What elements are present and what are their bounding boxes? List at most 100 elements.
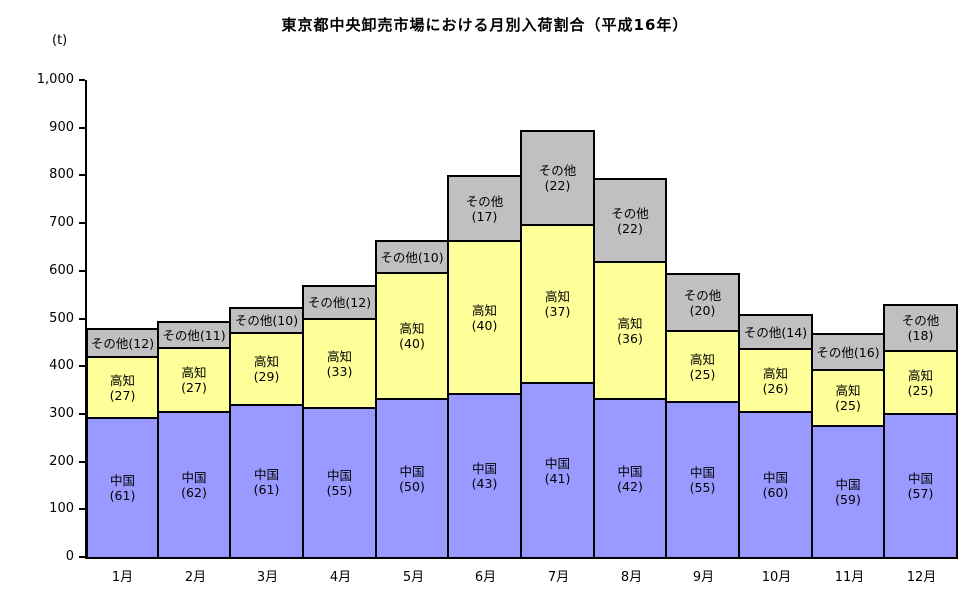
bar-segment-value: (17) [471, 208, 498, 224]
bar-segment-label: その他(16) [816, 344, 880, 360]
bar-segment-高知-4月: 高知 (33) [302, 318, 377, 409]
bar-segment-value: (20) [689, 302, 716, 318]
y-tick-label: 1,000 [36, 72, 74, 87]
bar-segment-value: (43) [471, 476, 498, 491]
bar-segment-value: (55) [689, 480, 716, 495]
bar-segment-value: (41) [544, 470, 571, 486]
bar-segment-label: その他 [611, 205, 649, 221]
bar-segment-value: (40) [399, 336, 425, 351]
bar-segment-中国-10月: 中国 (60) [738, 411, 813, 559]
bar-segment-その他-8月: その他 (22) [593, 178, 667, 263]
y-tick-label: 700 [49, 215, 74, 230]
bar-segment-label: 中国 [762, 470, 788, 485]
y-tick-label: 800 [49, 167, 74, 182]
bar-segment-中国-6月: 中国 (43) [447, 393, 522, 559]
bar-segment-label: 中国 [181, 470, 207, 485]
bar-segment-label: その他 [683, 287, 722, 303]
y-tick-mark [79, 413, 85, 415]
bar-segment-value: (61) [109, 488, 136, 503]
bar-segment-label: 中国 [835, 477, 861, 492]
bar-segment-value: (18) [907, 328, 934, 343]
bar-segment-value: (26) [762, 380, 789, 396]
x-category-label: 6月 [474, 570, 497, 585]
bar-segment-中国-9月: 中国 (55) [665, 401, 740, 559]
bar-segment-value: (40) [471, 317, 498, 333]
y-tick-mark [79, 461, 85, 463]
x-category-label: 5月 [402, 570, 425, 585]
bar-segment-label: 中国 [689, 465, 715, 480]
bar-segment-value: (36) [617, 330, 643, 346]
bar-segment-label: 中国 [544, 455, 570, 471]
bar-segment-高知-5月: 高知 (40) [375, 272, 449, 400]
bar-segment-label: 高知 [181, 365, 207, 380]
y-axis-unit-label: (t) [52, 33, 68, 48]
bar-segment-value: (37) [544, 304, 571, 319]
bar-segment-高知-6月: 高知 (40) [447, 240, 522, 395]
bar-segment-label: 中国 [109, 473, 135, 488]
bar-segment-label: その他(10) [380, 249, 444, 265]
bar-segment-label: 高知 [399, 321, 425, 336]
bar-segment-高知-12月: 高知 (25) [883, 350, 958, 415]
x-category-label: 8月 [620, 570, 643, 585]
bar-segment-label: 高知 [762, 365, 788, 381]
bar-segment-中国-4月: 中国 (55) [302, 407, 377, 559]
bar-segment-高知-1月: 高知 (27) [86, 356, 159, 419]
bar-segment-その他-10月: その他(14) [738, 314, 813, 350]
y-tick-mark [79, 127, 85, 129]
y-tick-label: 300 [49, 406, 74, 421]
chart-title: 東京都中央卸売市場における月別入荷割合（平成16年） [281, 16, 689, 34]
bar-segment-label: 中国 [253, 466, 279, 482]
y-tick-mark [79, 365, 85, 367]
bar-segment-label: その他(14) [743, 324, 808, 340]
bar-segment-value: (22) [544, 178, 571, 193]
bar-segment-中国-11月: 中国 (59) [811, 425, 885, 559]
y-tick-mark [79, 222, 85, 224]
bar-segment-value: (25) [835, 398, 861, 413]
bar-segment-value: (33) [326, 363, 353, 379]
y-tick-mark [79, 318, 85, 320]
bar-segment-label: 高知 [835, 383, 861, 398]
bar-segment-label: その他(11) [162, 327, 226, 343]
x-category-label: 10月 [761, 570, 792, 585]
bar-segment-label: 高知 [326, 348, 352, 364]
bar-segment-中国-7月: 中国 (41) [520, 382, 595, 559]
bar-segment-value: (25) [907, 382, 934, 398]
x-category-label: 1月 [111, 570, 134, 585]
bar-segment-label: 高知 [471, 302, 497, 318]
x-category-label: 9月 [692, 570, 715, 585]
bar-segment-中国-8月: 中国 (42) [593, 398, 667, 559]
bar-segment-その他-6月: その他 (17) [447, 175, 522, 242]
y-tick-mark [79, 556, 85, 558]
bar-segment-その他-1月: その他(12) [86, 328, 159, 358]
bar-segment-中国-1月: 中国 (61) [86, 417, 159, 559]
bar-segment-value: (27) [109, 387, 136, 403]
bar-segment-その他-5月: その他(10) [375, 240, 449, 274]
bar-segment-value: (59) [835, 492, 861, 507]
y-tick-mark [79, 508, 85, 510]
bar-segment-その他-4月: その他(12) [302, 285, 377, 320]
bar-segment-value: (60) [762, 485, 789, 500]
bar-segment-高知-8月: 高知 (36) [593, 261, 667, 400]
bar-segment-label: その他 [538, 163, 577, 178]
bar-segment-value: (62) [181, 485, 207, 500]
bar-segment-その他-11月: その他(16) [811, 333, 885, 371]
y-tick-mark [79, 174, 85, 176]
bar-segment-label: その他(12) [307, 295, 372, 310]
bar-segment-label: 高知 [109, 372, 135, 388]
bar-segment-value: (50) [399, 478, 425, 494]
bar-segment-高知-11月: 高知 (25) [811, 369, 885, 427]
bar-segment-label: 高知 [617, 315, 643, 331]
bar-segment-その他-3月: その他(10) [229, 307, 304, 334]
bar-segment-value: (55) [326, 483, 353, 498]
bar-segment-その他-9月: その他 (20) [665, 273, 740, 332]
bar-segment-value: (61) [253, 481, 280, 497]
bar-segment-高知-7月: 高知 (37) [520, 224, 595, 384]
bar-segment-value: (22) [617, 220, 643, 236]
bar-segment-その他-2月: その他(11) [157, 321, 231, 349]
bar-segment-中国-2月: 中国 (62) [157, 411, 231, 559]
y-tick-label: 400 [49, 358, 74, 373]
y-tick-label: 500 [49, 311, 74, 326]
bar-segment-高知-3月: 高知 (29) [229, 332, 304, 406]
bar-segment-label: その他 [901, 313, 940, 328]
